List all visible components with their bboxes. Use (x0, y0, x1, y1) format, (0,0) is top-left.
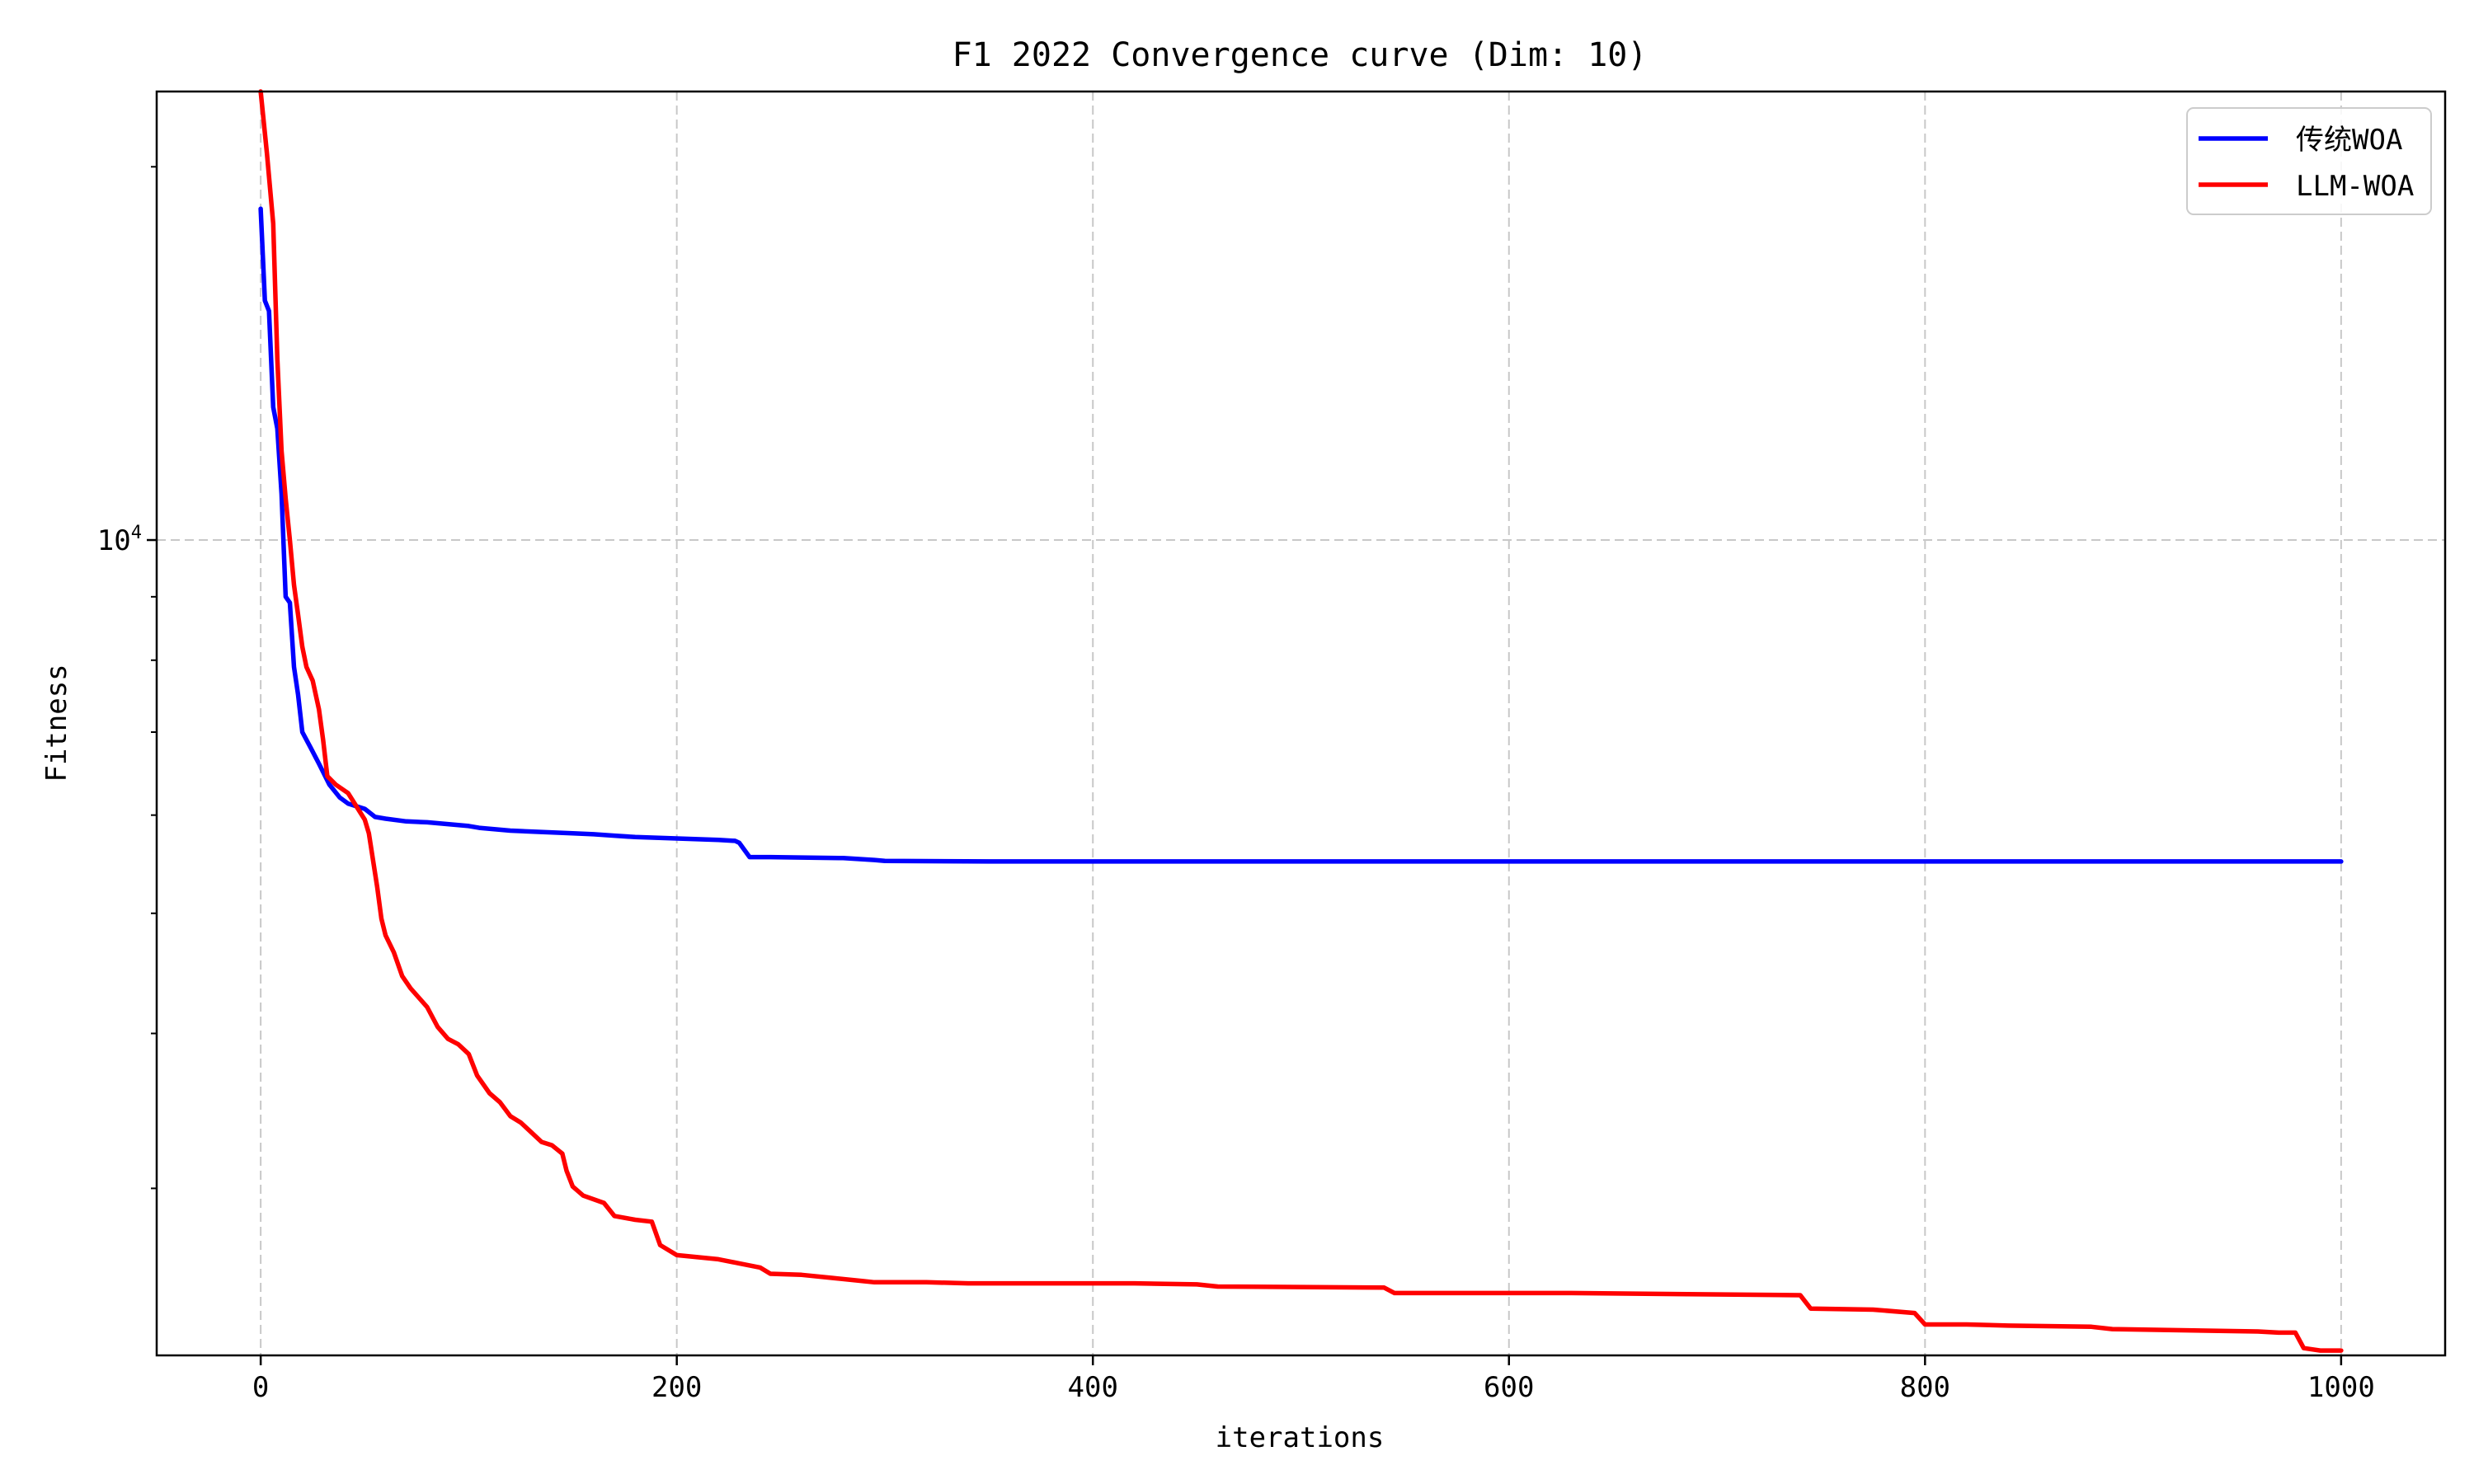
x-tick-label: 600 (1484, 1371, 1534, 1404)
legend-label-traditional-woa: 传统WOA (2296, 124, 2402, 157)
grid-lines (157, 92, 2445, 1355)
legend-box (2186, 107, 2432, 215)
legend-label-llm-woa: LLM-WOA (2296, 170, 2414, 203)
x-axis-ticks: 0 200 400 600 800 1000 (252, 1355, 2375, 1404)
chart-title: F1 2022 Convergence curve (Dim: 10) (952, 36, 1648, 74)
plot-area-frame (155, 90, 2447, 1357)
x-tick-label: 800 (1900, 1371, 1950, 1404)
legend: 传统WOA LLM-WOA (2186, 107, 2432, 215)
series-line-1 (258, 89, 2344, 1353)
series-lines (258, 89, 2344, 1353)
x-tick-label: 400 (1068, 1371, 1118, 1404)
x-tick-label: 1000 (2307, 1371, 2375, 1404)
x-axis-label: iterations (1216, 1421, 1385, 1454)
x-tick-label: 0 (252, 1371, 269, 1404)
series-line-0 (258, 206, 2344, 864)
y-axis-label: Fitness (40, 664, 73, 782)
x-tick-label: 200 (651, 1371, 702, 1404)
